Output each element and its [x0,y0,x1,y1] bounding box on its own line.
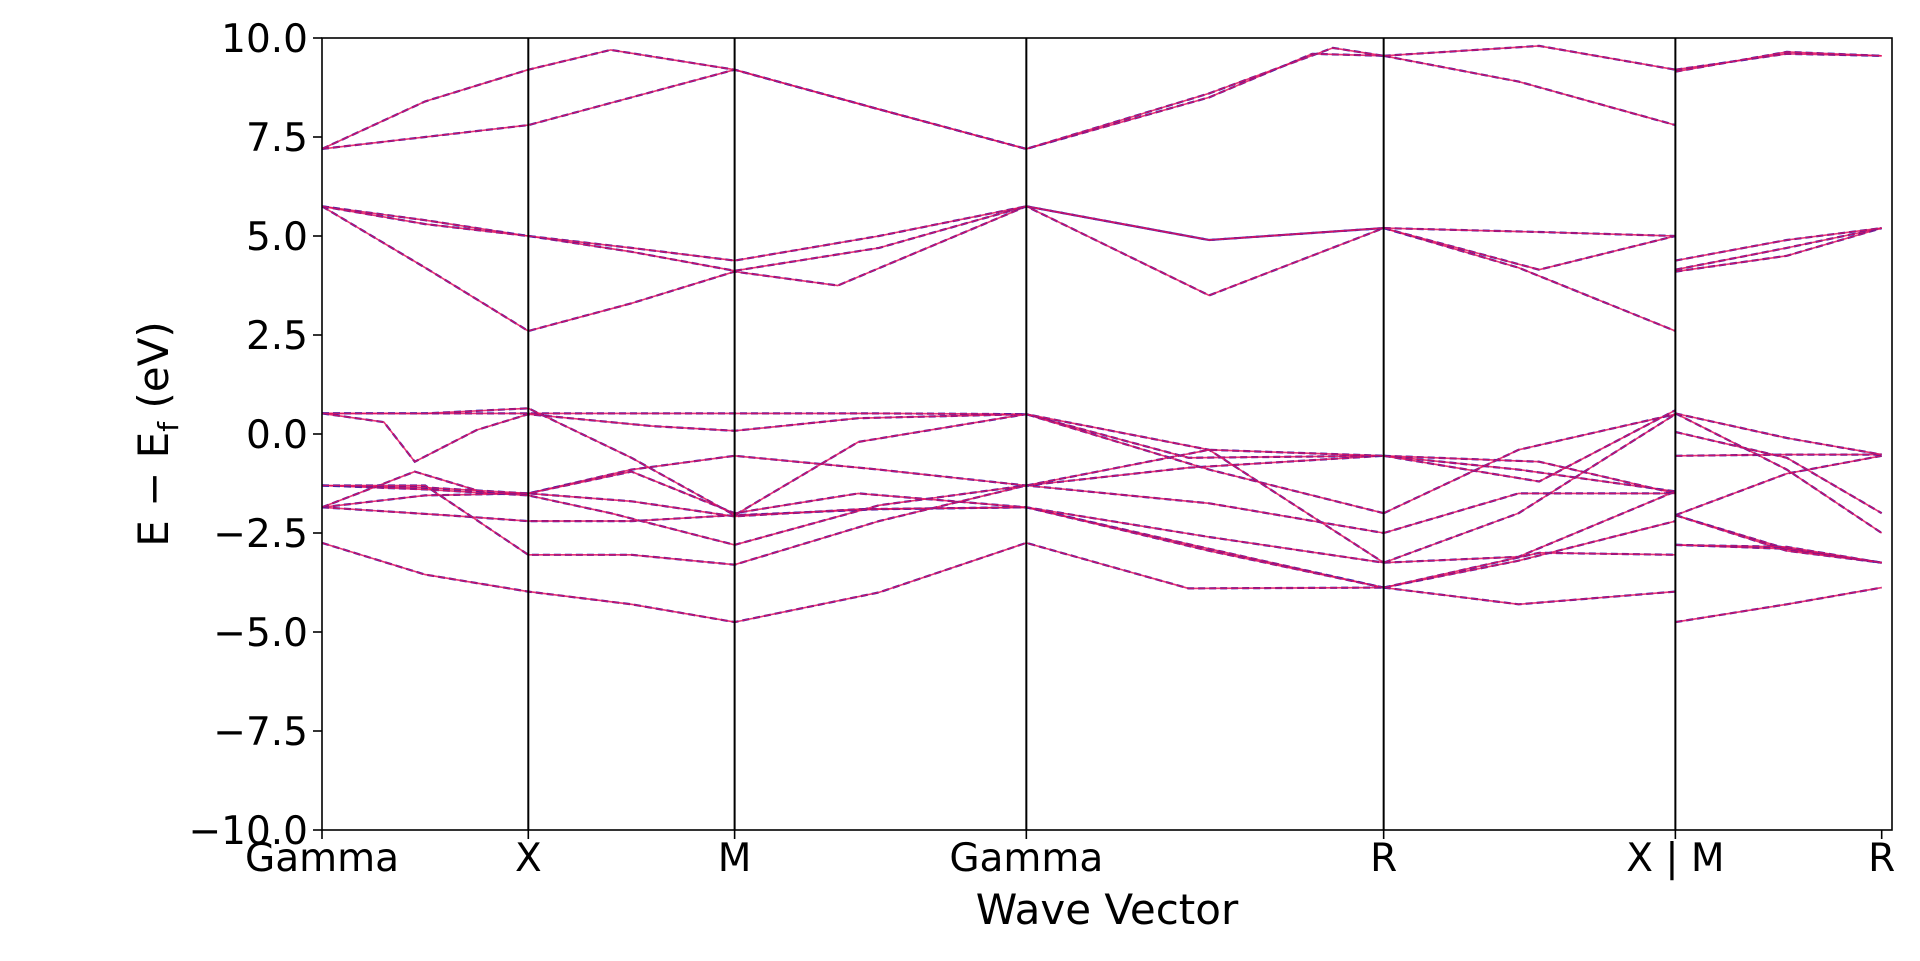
band-2 [1383,586,1676,606]
band-41 [1383,55,1676,126]
band-3 [1675,586,1882,623]
band-15 [1675,453,1882,457]
band-6 [1675,455,1882,516]
x-tick-label: R [1868,836,1895,881]
band-35 [1383,227,1676,271]
band-24 [1675,514,1882,564]
band-39 [1675,227,1882,262]
band-44 [1383,45,1676,71]
band-12 [1675,431,1883,514]
x-tick-label: Gamma [245,836,399,881]
y-tick-label: −5.0 [213,611,308,656]
band-23 [1383,490,1676,564]
x-tick-label: Gamma [949,836,1103,881]
x-tick-label: X [515,836,542,881]
band-43 [321,47,1384,150]
y-axis-title: E − Ef (eV) [129,321,185,547]
y-tick-label: 10.0 [221,17,308,62]
band-36 [1675,227,1882,271]
x-tick-label: R [1370,836,1397,881]
band-11 [1383,455,1676,493]
x-tick-label: X | M [1626,836,1724,881]
y-tick-label: 2.5 [246,314,308,359]
y-axis-title-unit: (eV) [129,321,178,422]
band-45 [1675,51,1882,73]
band-29 [1383,409,1676,483]
x-tick-label: M [718,836,752,881]
kpoint-lines-layer [527,38,1677,830]
band-26 [1383,413,1676,564]
band-20 [1383,492,1676,534]
band-33 [1675,227,1882,273]
x-axis-title: Wave Vector [976,885,1239,934]
band-38 [1383,227,1676,237]
y-tick-label: 7.5 [246,116,308,161]
y-tick-label: −10.0 [188,809,308,854]
band-32 [1383,227,1676,332]
band-8 [1383,551,1676,589]
band-16 [321,412,1384,514]
band-18 [1675,412,1883,534]
band-30 [1675,544,1882,564]
band-27 [1675,412,1882,456]
y-tick-label: 5.0 [246,215,308,260]
bands-layer [321,44,1883,624]
y-axis-title-subscript: f [152,421,185,432]
band-19 [321,454,1384,534]
y-tick-label: 0.0 [246,413,308,458]
y-tick-label: −7.5 [213,710,308,755]
y-axis: −10.0 −7.5 −5.0 −2.5 0.0 2.5 5.0 7.5 10.0 [188,17,322,854]
y-axis-title-main: E − E [129,432,178,547]
x-axis: Gamma X M Gamma R X | M R [245,830,1895,881]
band-17 [1383,413,1676,514]
band-14 [1383,455,1676,495]
y-tick-label: −2.5 [213,512,308,557]
